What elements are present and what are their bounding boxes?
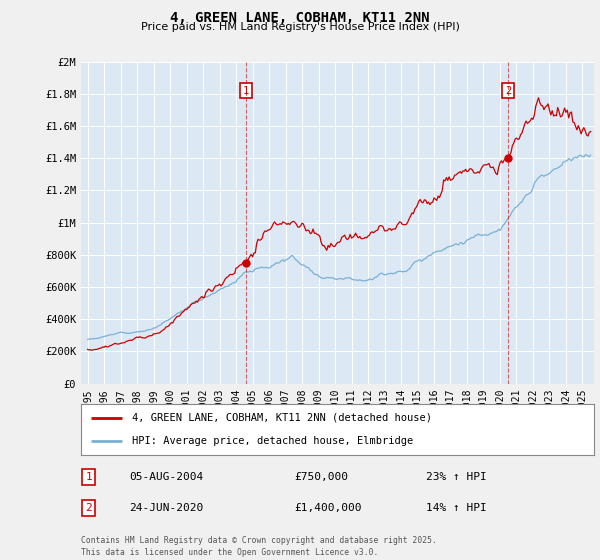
Text: 1: 1 [85, 472, 92, 482]
Text: 14% ↑ HPI: 14% ↑ HPI [426, 503, 487, 513]
Text: 4, GREEN LANE, COBHAM, KT11 2NN (detached house): 4, GREEN LANE, COBHAM, KT11 2NN (detache… [133, 413, 432, 423]
Text: HPI: Average price, detached house, Elmbridge: HPI: Average price, detached house, Elmb… [133, 436, 413, 446]
Text: £750,000: £750,000 [294, 472, 348, 482]
Text: Price paid vs. HM Land Registry's House Price Index (HPI): Price paid vs. HM Land Registry's House … [140, 22, 460, 32]
Text: Contains HM Land Registry data © Crown copyright and database right 2025.
This d: Contains HM Land Registry data © Crown c… [81, 536, 437, 557]
Text: 1: 1 [242, 86, 249, 96]
Text: 2: 2 [505, 86, 511, 96]
Text: 24-JUN-2020: 24-JUN-2020 [129, 503, 203, 513]
Text: £1,400,000: £1,400,000 [294, 503, 361, 513]
Text: 23% ↑ HPI: 23% ↑ HPI [426, 472, 487, 482]
Text: 05-AUG-2004: 05-AUG-2004 [129, 472, 203, 482]
Text: 2: 2 [85, 503, 92, 513]
Text: 4, GREEN LANE, COBHAM, KT11 2NN: 4, GREEN LANE, COBHAM, KT11 2NN [170, 11, 430, 25]
